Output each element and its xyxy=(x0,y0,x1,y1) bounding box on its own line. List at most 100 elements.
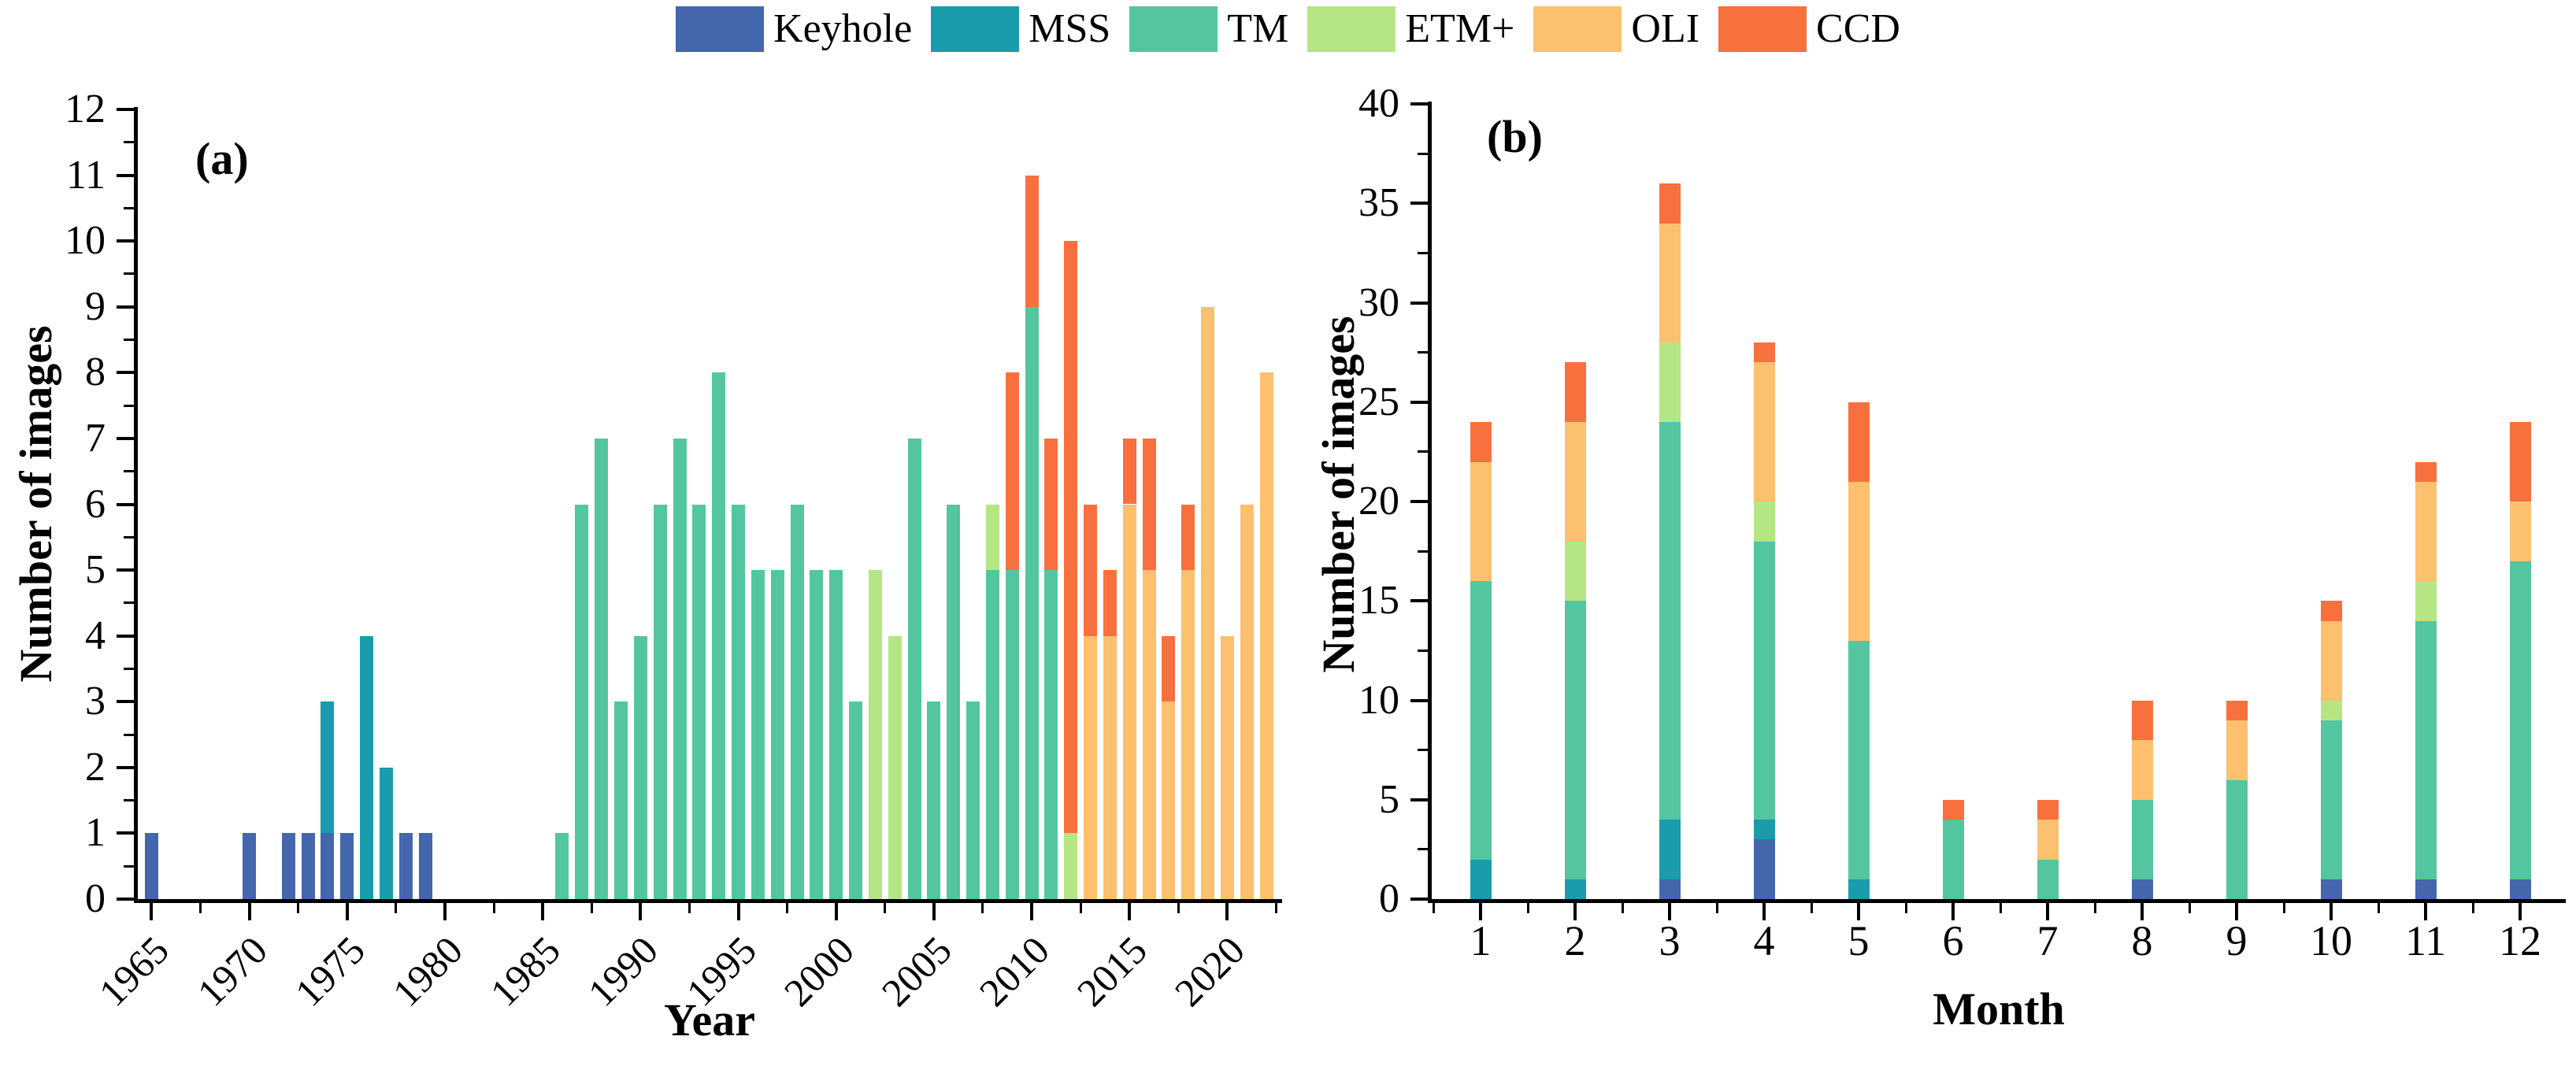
bar-segment-oli xyxy=(2037,820,2059,860)
bar-segment-tm xyxy=(712,372,726,899)
bar-segment-tm xyxy=(1564,601,1586,879)
x-minor-tick xyxy=(1621,903,1624,913)
bar-segment-keyhole xyxy=(144,833,158,899)
mss-swatch-icon xyxy=(931,6,1020,52)
y-tick-label: 1 xyxy=(85,810,106,856)
y-major-tick xyxy=(117,108,134,111)
y-minor-tick xyxy=(1418,848,1428,851)
y-major-tick xyxy=(1410,500,1428,503)
y-tick-label: 10 xyxy=(65,218,106,264)
x-major-tick xyxy=(1479,903,1483,920)
y-axis-title: Number of images xyxy=(1313,316,1364,673)
bar-segment-etm xyxy=(2320,700,2342,720)
bar-segment-oli xyxy=(2226,720,2248,780)
bar-segment-etm xyxy=(1064,833,1078,899)
x-major-tick xyxy=(150,903,154,920)
x-major-tick xyxy=(834,903,838,920)
x-minor-tick xyxy=(688,903,691,913)
etm-swatch-icon xyxy=(1307,6,1396,52)
bar-segment-tm xyxy=(790,504,804,899)
y-tick-label: 12 xyxy=(65,87,106,131)
bar-segment-ccd xyxy=(2509,422,2531,502)
bar-segment-tm xyxy=(732,504,745,899)
bar-segment-tm xyxy=(751,570,765,899)
panel-label-b: (b) xyxy=(1487,111,1543,162)
x-tick-label: 12 xyxy=(2499,917,2542,964)
x-axis-title: Month xyxy=(1933,983,2065,1035)
x-minor-tick xyxy=(2282,903,2285,913)
y-major-tick xyxy=(117,239,134,243)
y-major-tick xyxy=(117,898,134,901)
bar-segment-tm xyxy=(770,570,784,899)
y-tick-label: 4 xyxy=(85,613,106,658)
bar-segment-ccd xyxy=(1470,422,1492,462)
x-major-tick xyxy=(932,903,936,920)
bar-segment-tm xyxy=(1025,306,1039,899)
x-minor-tick xyxy=(1904,903,1907,913)
bar-segment-tm xyxy=(1848,640,1870,879)
y-tick-label: 20 xyxy=(1358,479,1399,524)
y-tick-label: 6 xyxy=(85,481,106,527)
panel-label-a: (a) xyxy=(195,133,249,184)
y-tick-label: 15 xyxy=(1358,578,1399,624)
y-minor-tick xyxy=(124,339,134,342)
y-major-tick xyxy=(1410,301,1428,305)
bar-segment-ccd xyxy=(1753,342,1775,363)
bar-segment-oli xyxy=(2320,620,2342,701)
legend: Keyhole MSS TM ETM+ OLI CCD xyxy=(0,6,2576,52)
y-tick-label: 25 xyxy=(1358,379,1399,424)
bar-segment-keyhole xyxy=(2320,879,2342,899)
y-minor-tick xyxy=(124,667,134,670)
bar-segment-oli xyxy=(1162,701,1176,899)
legend-item-etm: ETM+ xyxy=(1307,6,1514,52)
bar-segment-oli xyxy=(1201,306,1215,899)
x-major-tick xyxy=(2140,903,2144,920)
ccd-swatch-icon xyxy=(1718,6,1807,52)
y-major-tick xyxy=(117,700,134,704)
bar-segment-tm xyxy=(555,833,569,899)
x-major-tick xyxy=(1668,903,1672,920)
x-major-tick xyxy=(1128,903,1132,920)
y-major-tick xyxy=(1410,102,1428,105)
bar-segment-tm xyxy=(1005,570,1019,899)
x-major-tick xyxy=(1573,903,1577,920)
bar-segment-tm xyxy=(673,438,687,899)
bar-segment-ccd xyxy=(1162,635,1176,702)
y-minor-tick xyxy=(124,799,134,802)
bar-segment-mss xyxy=(360,635,374,899)
y-minor-tick xyxy=(1418,649,1428,652)
y-minor-tick xyxy=(1418,351,1428,354)
bar-segment-ccd xyxy=(1025,175,1039,307)
bar-segment-oli xyxy=(1470,461,1492,581)
bar-segment-tm xyxy=(1659,422,1681,820)
x-major-tick xyxy=(1225,903,1229,920)
x-minor-tick xyxy=(981,903,984,913)
y-minor-tick xyxy=(1418,749,1428,752)
bar-segment-oli xyxy=(1103,635,1117,899)
x-minor-tick xyxy=(198,903,202,913)
x-tick-label: 4 xyxy=(1753,917,1775,964)
bar-segment-ccd xyxy=(2415,461,2437,482)
bar-segment-oli xyxy=(2131,740,2153,800)
x-major-tick xyxy=(2424,903,2428,920)
bar-segment-keyhole xyxy=(321,833,335,899)
y-minor-tick xyxy=(124,535,134,539)
bar-segment-tm xyxy=(2131,799,2153,879)
bar-segment-mss xyxy=(1470,859,1492,899)
y-tick-label: 5 xyxy=(85,547,106,593)
bar-segment-keyhole xyxy=(301,833,315,899)
y-axis-line xyxy=(134,107,138,903)
legend-label-tm: TM xyxy=(1227,6,1289,51)
legend-item-oli: OLI xyxy=(1533,6,1699,52)
bar-segment-tm xyxy=(1044,570,1058,899)
y-tick-label: 0 xyxy=(85,876,106,921)
legend-item-ccd: CCD xyxy=(1718,6,1900,52)
y-tick-label: 11 xyxy=(65,152,106,198)
bar-segment-tm xyxy=(966,701,980,899)
y-major-tick xyxy=(117,371,134,375)
x-major-tick xyxy=(247,903,251,920)
oli-swatch-icon xyxy=(1533,6,1622,52)
bar-segment-oli xyxy=(1142,570,1156,899)
legend-item-mss: MSS xyxy=(931,6,1110,52)
legend-label-mss: MSS xyxy=(1029,6,1111,51)
